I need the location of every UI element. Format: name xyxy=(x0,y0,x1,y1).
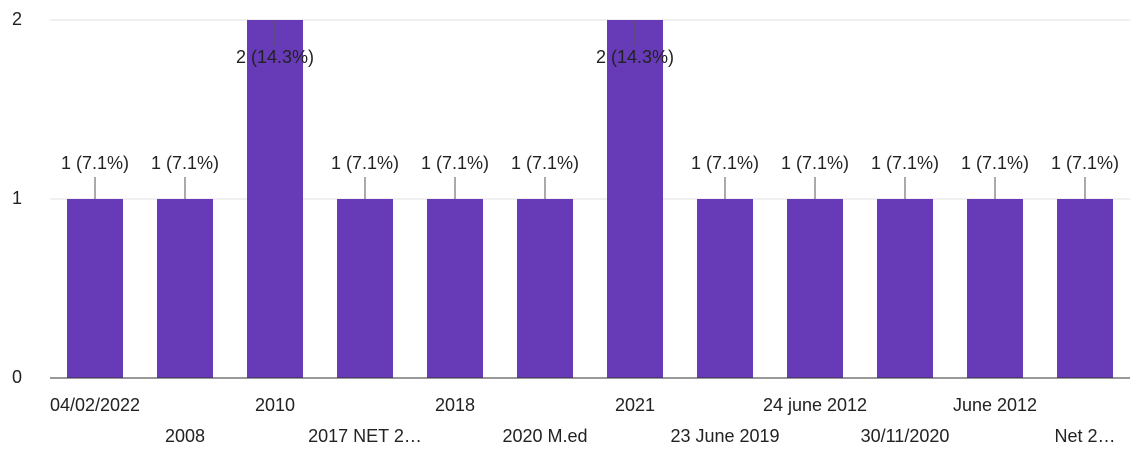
bar xyxy=(67,199,123,378)
x-tick-label: 2020 M.ed xyxy=(502,426,587,446)
bar xyxy=(247,20,303,378)
x-tick-label: 2021 xyxy=(615,395,655,415)
x-tick-label: 24 june 2012 xyxy=(763,395,867,415)
value-label: 1 (7.1%) xyxy=(781,153,849,173)
bar xyxy=(1057,199,1113,378)
value-label: 1 (7.1%) xyxy=(61,153,129,173)
x-tick-label: 04/02/2022 xyxy=(50,395,140,415)
x-tick-label: 2017 NET 2… xyxy=(308,426,422,446)
value-label: 1 (7.1%) xyxy=(331,153,399,173)
value-label: 1 (7.1%) xyxy=(511,153,579,173)
bar xyxy=(877,199,933,378)
bar xyxy=(967,199,1023,378)
x-tick-label: 30/11/2020 xyxy=(861,426,950,446)
value-label: 2 (14.3%) xyxy=(236,47,314,67)
value-label: 1 (7.1%) xyxy=(961,153,1029,173)
value-label: 1 (7.1%) xyxy=(691,153,759,173)
bar xyxy=(427,199,483,378)
bar xyxy=(697,199,753,378)
bar xyxy=(517,199,573,378)
value-label: 1 (7.1%) xyxy=(421,153,489,173)
y-tick-label: 2 xyxy=(12,9,22,29)
bar xyxy=(157,199,213,378)
bar xyxy=(787,199,843,378)
x-tick-label: Net 2… xyxy=(1054,426,1115,446)
value-label: 2 (14.3%) xyxy=(596,47,674,67)
x-tick-label: 2018 xyxy=(435,395,475,415)
x-tick-label: June 2012 xyxy=(953,395,1037,415)
x-tick-label: 2008 xyxy=(165,426,205,446)
value-label: 1 (7.1%) xyxy=(1051,153,1119,173)
value-label: 1 (7.1%) xyxy=(151,153,219,173)
bar xyxy=(607,20,663,378)
bar xyxy=(337,199,393,378)
x-tick-label: 23 June 2019 xyxy=(670,426,779,446)
value-label: 1 (7.1%) xyxy=(871,153,939,173)
x-tick-label: 2010 xyxy=(255,395,295,415)
y-tick-label: 0 xyxy=(12,367,22,387)
y-tick-label: 1 xyxy=(12,188,22,208)
